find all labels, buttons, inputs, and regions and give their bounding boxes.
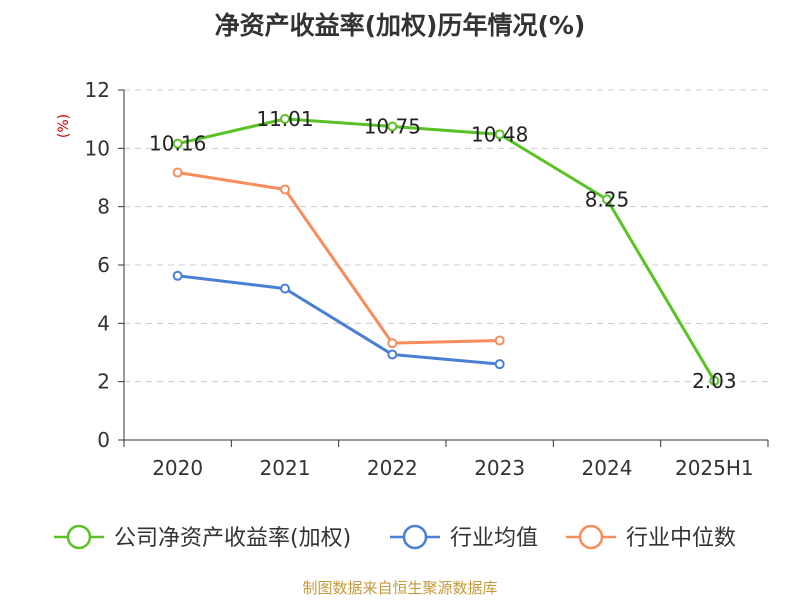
data-label: 10.16 [149, 132, 206, 156]
series-point-2[interactable] [494, 335, 505, 346]
series-point-0[interactable] [280, 113, 290, 124]
series-lines [172, 113, 720, 386]
x-tick-label: 2020 [152, 456, 203, 480]
x-tick-label: 2024 [582, 456, 633, 480]
y-tick-label: 4 [97, 311, 110, 335]
legend-label[interactable]: 行业中位数 [626, 526, 736, 551]
y-tick-label: 6 [97, 253, 110, 277]
series-line-2 [176, 171, 502, 345]
y-tick-label: 12 [85, 78, 110, 102]
data-label: 2.03 [692, 369, 737, 393]
series-point-0[interactable] [172, 138, 183, 149]
legend-swatch-marker [402, 524, 428, 550]
series-point-0[interactable] [387, 121, 398, 132]
data-label: 10.48 [471, 122, 528, 146]
y-tick-label: 0 [97, 428, 110, 452]
y-tick-label: 10 [85, 136, 110, 160]
x-tick-label: 2025H1 [675, 456, 754, 480]
legend-swatch-marker [578, 524, 604, 550]
series-point-1[interactable] [280, 283, 290, 294]
x-tick-label: 2021 [260, 456, 311, 480]
y-tick-label: 2 [97, 370, 110, 394]
series-point-0[interactable] [602, 194, 612, 205]
x-tick-label: 2023 [474, 456, 525, 480]
series-point-1[interactable] [172, 270, 183, 281]
series-line-0 [176, 117, 716, 383]
series-point-1[interactable] [494, 359, 505, 370]
axes: 0 2 4 6 8 10 12 2020 2021 2022 2023 2024 2025H1 [85, 78, 769, 480]
source-note: 制图数据来自恒生聚源数据库 [302, 579, 497, 597]
chart-title: 净资产收益率(加权)历年情况(%) [215, 11, 586, 40]
y-axis-unit-label: (%) [56, 114, 72, 138]
legend-label[interactable]: 公司净资产收益率(加权) [114, 526, 351, 551]
legend: 公司净资产收益率(加权) 行业均值 行业中位数 [54, 524, 736, 551]
grid-lines [124, 89, 768, 383]
legend-label[interactable]: 行业均值 [450, 526, 538, 551]
series-point-0[interactable] [709, 375, 720, 386]
series-point-2[interactable] [280, 184, 290, 195]
x-tick-label: 2022 [367, 456, 418, 480]
data-label: 11.01 [256, 107, 313, 131]
series-point-0[interactable] [494, 129, 505, 140]
data-label: 8.25 [585, 187, 630, 211]
series-point-2[interactable] [172, 167, 183, 178]
series-point-1[interactable] [387, 349, 398, 360]
series-line-1 [176, 274, 502, 366]
y-tick-label: 8 [97, 195, 110, 219]
data-label: 10.75 [364, 114, 421, 138]
legend-swatch-marker [66, 524, 92, 550]
data-labels: 10.16 11.01 10.75 10.48 8.25 2.03 [149, 107, 737, 393]
series-point-2[interactable] [387, 338, 398, 349]
